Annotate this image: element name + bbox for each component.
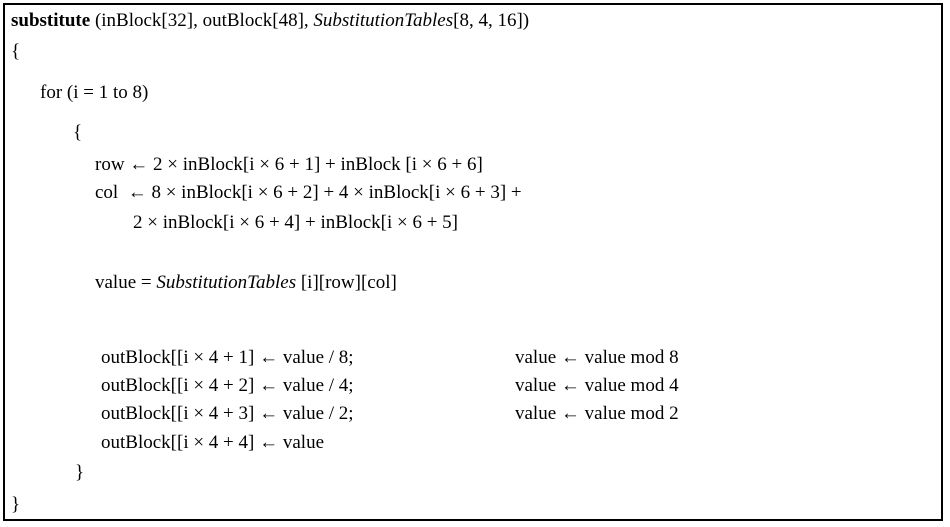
value-tables: SubstitutionTables (156, 272, 297, 293)
mod-line-3: value ← value mod 2 (515, 403, 679, 424)
out-line-3: outBlock[[i × 4 + 3] ← value / 2; (101, 403, 354, 424)
value-suffix: [i][row][col] (296, 272, 397, 293)
mod-line-1: value ← value mod 8 (515, 347, 679, 368)
value-prefix: value = (95, 272, 157, 293)
function-header: substitute (inBlock[32], outBlock[48], S… (11, 11, 529, 30)
params-end: [8, 4, 16]) (453, 10, 530, 31)
param-tables: SubstitutionTables (313, 10, 454, 31)
loop-open-brace: { (73, 122, 83, 143)
pseudocode: substitute (inBlock[32], outBlock[48], S… (5, 5, 941, 519)
function-keyword: substitute (11, 10, 91, 31)
mod-line-2: value ← value mod 4 (515, 375, 679, 396)
value-line: value = SubstitutionTables [i][row][col] (95, 273, 397, 292)
loop-close-brace: } (75, 462, 85, 483)
code-box: substitute (inBlock[32], outBlock[48], S… (3, 3, 943, 521)
open-brace: { (11, 41, 21, 62)
out-line-2: outBlock[[i × 4 + 2] ← value / 4; (101, 375, 354, 396)
params-text: (inBlock[32], outBlock[48], (90, 10, 314, 31)
out-line-4: outBlock[[i × 4 + 4] ← value (101, 432, 324, 453)
col-line-1: col ← 8 × inBlock[i × 6 + 2] + 4 × inBlo… (95, 182, 522, 203)
close-brace: } (11, 494, 21, 515)
col-line-2: 2 × inBlock[i × 6 + 4] + inBlock[i × 6 +… (133, 212, 458, 233)
out-line-1: outBlock[[i × 4 + 1] ← value / 8; (101, 347, 354, 368)
for-line: for (i = 1 to 8) (40, 82, 149, 103)
row-line: row ← 2 × inBlock[i × 6 + 1] + inBlock [… (95, 154, 483, 175)
